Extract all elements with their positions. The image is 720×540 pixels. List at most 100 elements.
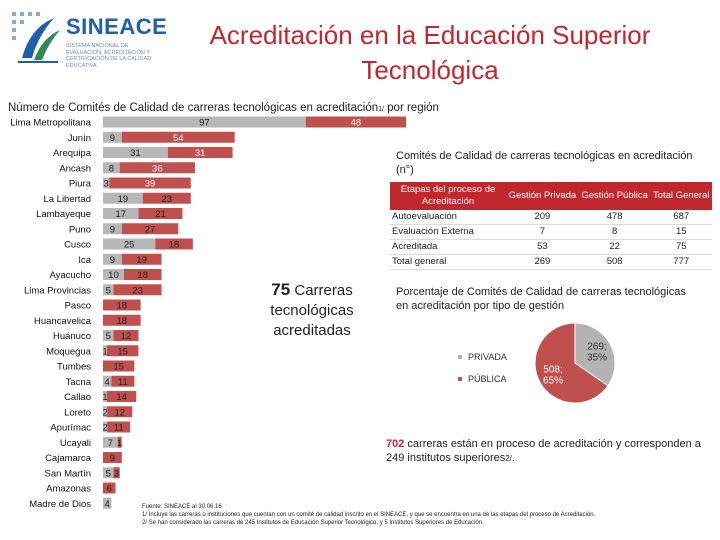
region-label: La Libertad	[43, 194, 91, 205]
bar-segment	[103, 497, 112, 509]
chart-subtitle-text: Número de Comités de Calidad de carreras…	[8, 102, 379, 114]
bar-value-label: 39	[145, 179, 156, 190]
table-cell: 508	[578, 254, 651, 270]
table-cell: 687	[650, 210, 712, 225]
pie-legend: PRIVADA PÚBLICA	[458, 352, 507, 396]
table-cell: 478	[578, 210, 651, 225]
bar-value-label: 18	[169, 240, 180, 251]
chart-subtitle-sup: 1/	[378, 106, 384, 113]
region-label: Ucayali	[60, 438, 91, 449]
summary-note: 702 carreras están en proceso de acredit…	[386, 437, 716, 466]
bar-segment	[107, 421, 131, 433]
bar-segment	[142, 192, 191, 204]
bar-value-label: 17	[115, 209, 126, 220]
bar-value-label: 3	[114, 468, 119, 479]
chart-subtitle-end: por región	[383, 102, 439, 114]
region-label: Moquegua	[46, 346, 92, 357]
bar-segment	[103, 253, 122, 265]
bar-segment	[103, 467, 114, 479]
bar-segment	[107, 345, 139, 357]
region-label: San Martín	[45, 468, 91, 479]
table-header-cell: Total General	[650, 182, 712, 210]
bar-segment	[113, 284, 162, 296]
note-end: .	[511, 452, 515, 464]
bar-segment	[103, 391, 107, 402]
region-label: Apurímac	[50, 423, 91, 434]
bar-value-label: 19	[118, 194, 129, 205]
bar-segment	[103, 223, 122, 235]
region-label: Huánuco	[53, 331, 91, 342]
table-cell: 7	[506, 224, 579, 240]
bar-value-label: 23	[161, 194, 172, 205]
bar-segment	[103, 116, 306, 128]
bar-value-label: 18	[117, 301, 128, 312]
bar-segment	[123, 269, 162, 280]
bar-segment	[103, 482, 116, 494]
table-row: Acreditada 53 22 75	[390, 239, 712, 255]
bar-value-label: 25	[124, 240, 135, 251]
bar-segment	[121, 223, 179, 235]
bar-value-label: 8	[109, 163, 114, 174]
bar-value-label: 2	[102, 407, 107, 418]
table-header-cell: Gestión Privada	[506, 182, 579, 210]
bar-value-label: 23	[132, 285, 143, 296]
table-cell: 8	[578, 224, 651, 240]
bar-segment	[113, 330, 139, 341]
table-row: Autoevaluación 209 478 687	[390, 210, 712, 225]
page-title: Acreditación en la Educación Superior Te…	[170, 18, 690, 88]
table-body: Autoevaluación 209 478 687 Evaluación Extern…	[390, 210, 712, 270]
table-cell: 75	[650, 239, 712, 255]
bar-value-label: 1	[102, 392, 107, 403]
pie-slice	[534, 322, 609, 404]
bar-value-label: 12	[121, 331, 132, 342]
bar-segment	[109, 177, 191, 189]
management-pie-chart: 269; 35% 508; 65%	[534, 322, 616, 404]
page-title-line1: Acreditación en la Educación Superior	[209, 20, 651, 50]
chart-subtitle: Número de Comités de Calidad de carreras…	[8, 102, 439, 114]
bar-segment	[103, 375, 112, 387]
bar-value-label: 2	[102, 423, 107, 434]
bar-segment	[103, 406, 108, 418]
region-label: Pasco	[65, 301, 91, 312]
bar-value-label: 18	[137, 270, 148, 281]
bar-segment	[121, 131, 235, 143]
pie-title: Porcentaje de Comités de Calidad de carr…	[396, 286, 686, 312]
region-label: Tumbes	[57, 362, 91, 373]
bar-segment	[103, 192, 143, 204]
bar-segment	[117, 436, 122, 448]
table-header-cell: Gestión Pública	[578, 182, 651, 210]
table-row: Evaluación Externa 7 8 15	[390, 224, 712, 240]
bar-segment	[119, 162, 195, 174]
table-cell: Acreditada	[390, 239, 506, 255]
table-cell: Evaluación Externa	[390, 224, 506, 240]
region-label: Lima Provincias	[24, 285, 91, 296]
region-label: Madre de Dios	[29, 499, 91, 510]
bar-value-label: 54	[173, 133, 184, 144]
bar-segment	[103, 299, 141, 311]
source-line-2: 1/ Incluye las carreras o instituciones …	[142, 512, 596, 518]
bar-value-label: 1	[117, 438, 122, 449]
note-sup: 2/	[505, 454, 512, 463]
bar-segment	[155, 238, 193, 250]
legend-swatch-publica	[458, 377, 462, 381]
bar-segment	[103, 421, 108, 433]
bar-value-label: 9	[110, 255, 115, 266]
bar-segment	[113, 467, 120, 479]
region-label: Tacna	[66, 377, 92, 388]
bar-value-label: 15	[113, 362, 124, 373]
bar-value-label: 31	[130, 148, 141, 159]
bar-segment	[103, 345, 107, 357]
bar-value-label: 11	[114, 423, 124, 434]
bar-segment	[167, 147, 233, 158]
region-label: Huancavelica	[34, 316, 92, 327]
region-label: Loreto	[64, 407, 91, 418]
legend-swatch-privada	[458, 355, 462, 359]
bar-value-label: 5	[106, 331, 111, 342]
table-cell: 269	[506, 254, 579, 270]
logo-mark-icon	[12, 12, 60, 63]
table-cell: Total general	[390, 254, 506, 270]
source-notes: Fuente: SINEACE al 30.06.16 1/ Incluye l…	[142, 503, 717, 527]
bar-value-label: 21	[155, 209, 166, 220]
bar-segment	[111, 375, 135, 387]
